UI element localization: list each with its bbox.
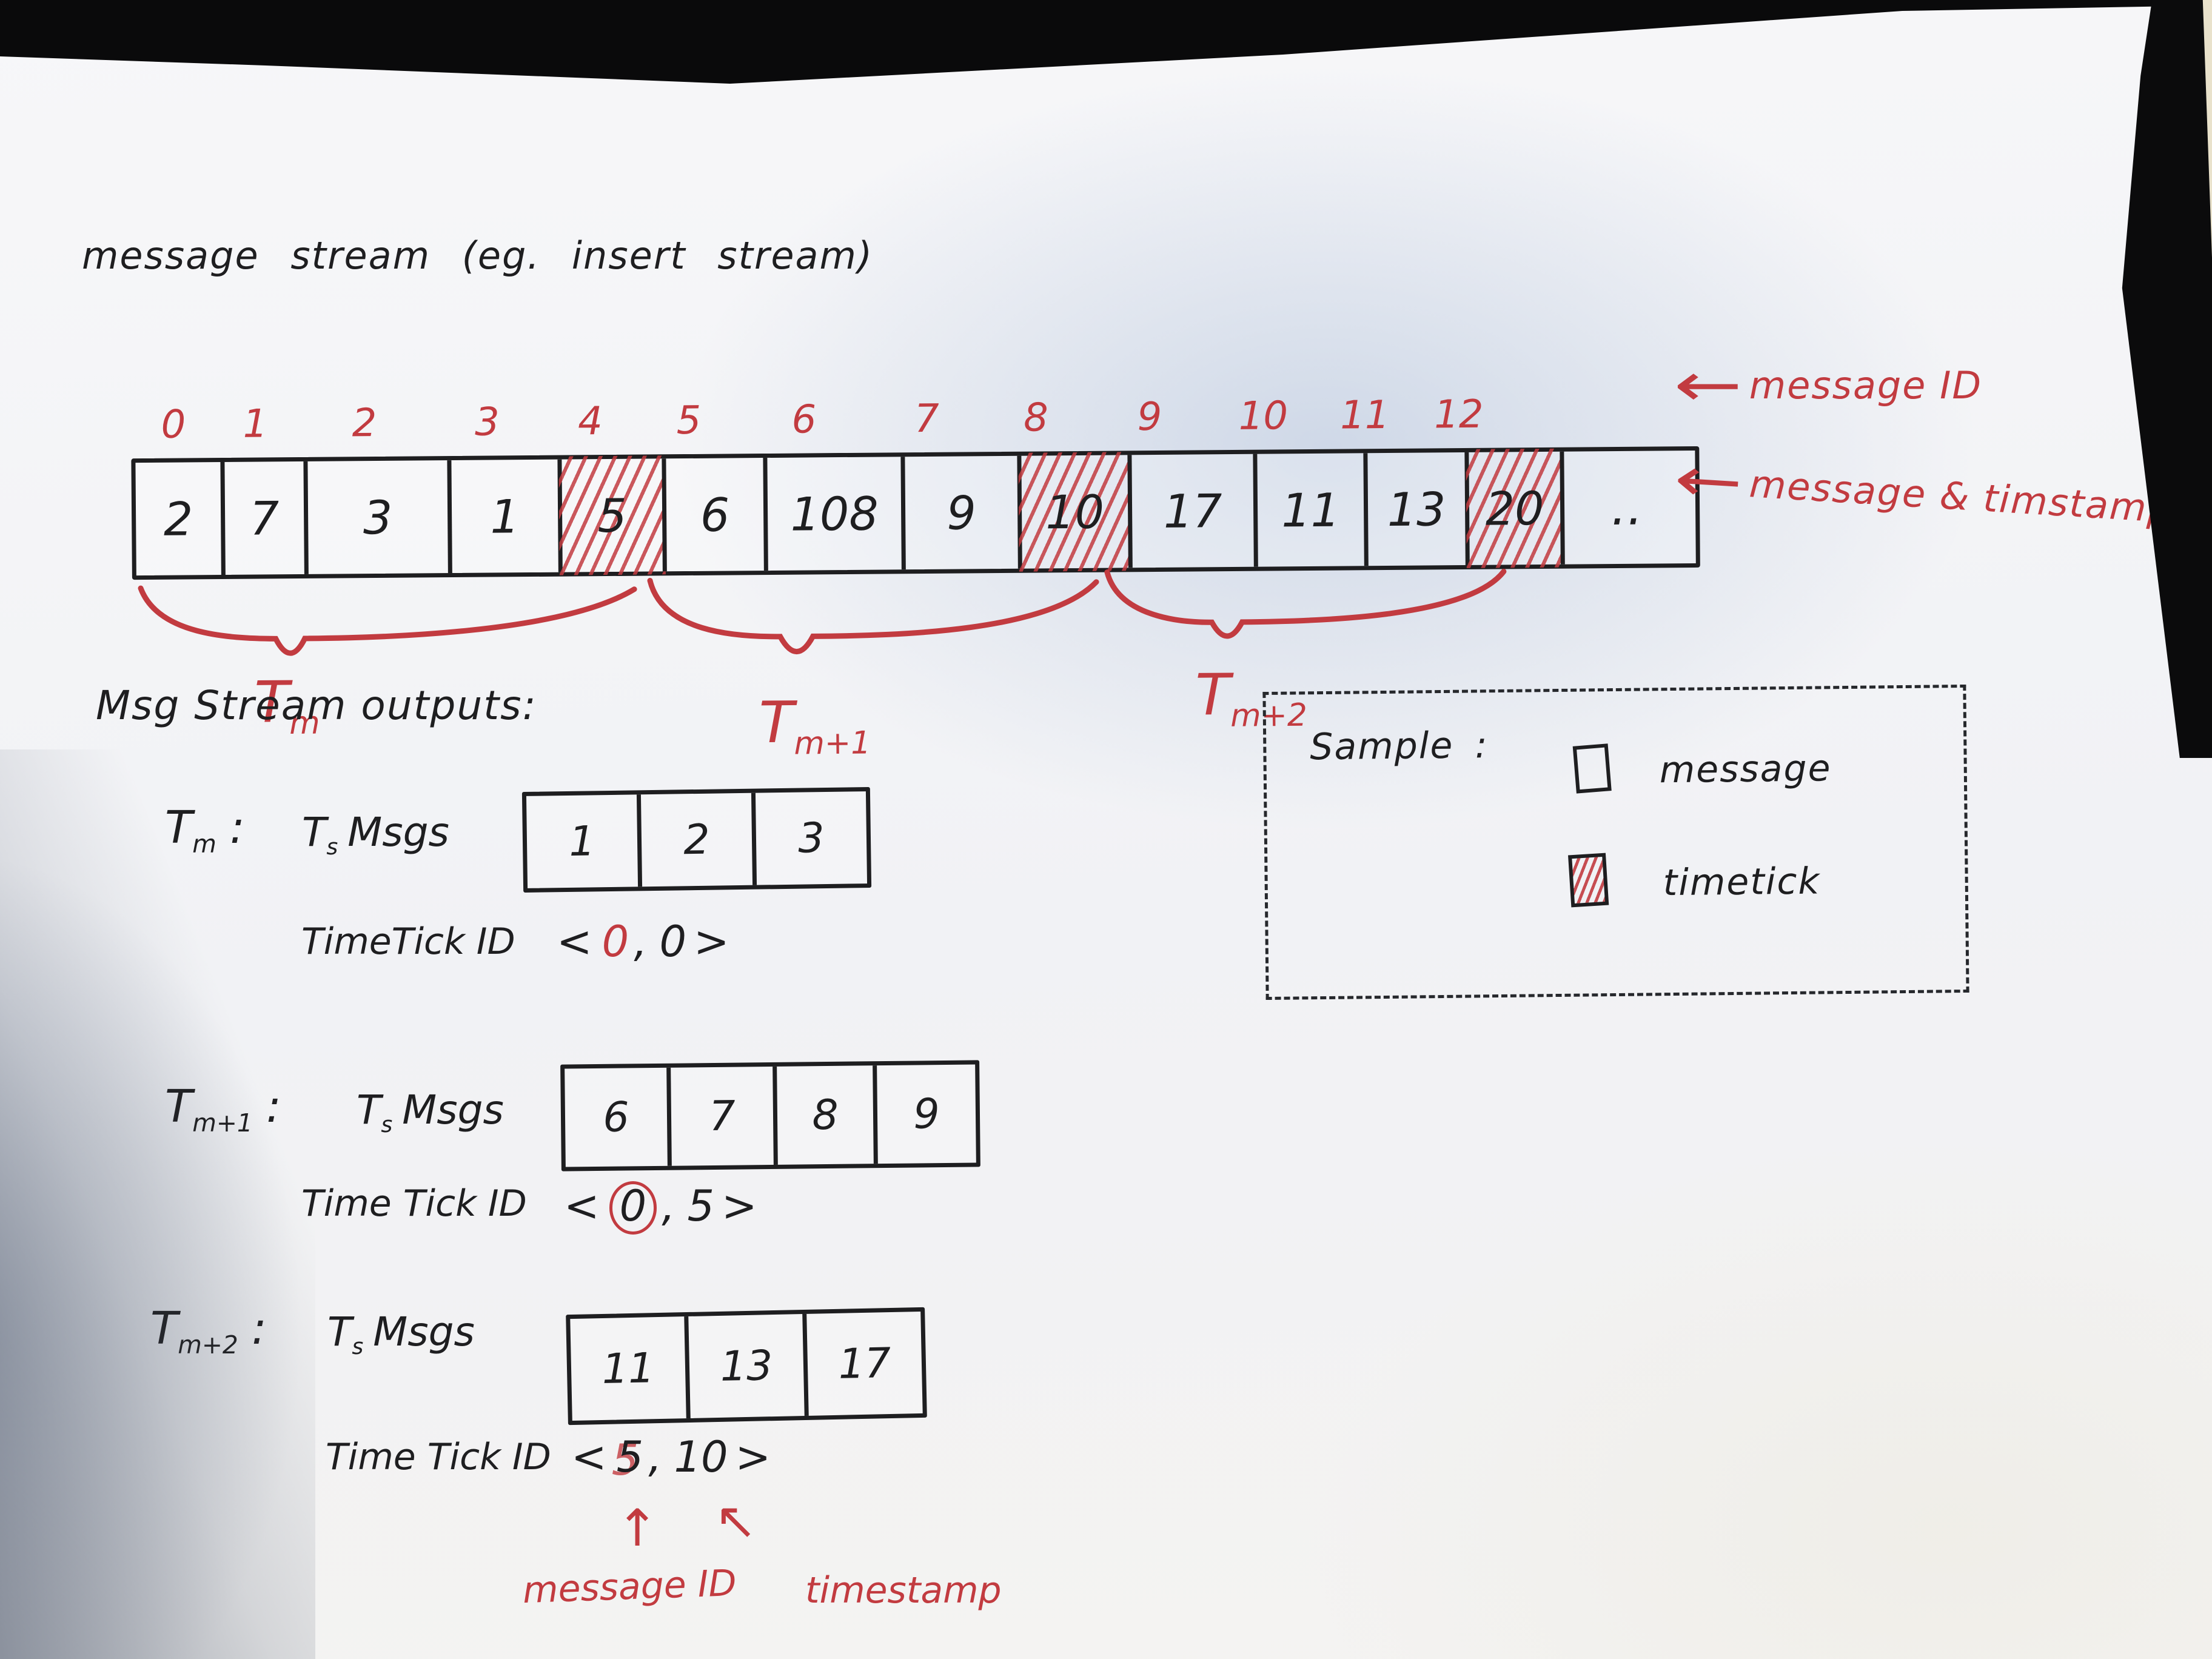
stream-cell-timetick: 5 — [557, 458, 663, 572]
tick-timestamp: 10 — [674, 1432, 728, 1482]
message-id-pointer-label: message ID — [521, 1561, 737, 1612]
outputs-heading: Msg Stream outputs: — [96, 682, 537, 729]
output-cell: 13 — [684, 1314, 805, 1419]
output-row-tm-ticklabel: TimeTick ID — [301, 920, 515, 963]
stream-cell: 3 — [303, 460, 448, 574]
output-cell: 9 — [873, 1064, 976, 1164]
stream-index-label: 9 — [1137, 394, 1162, 440]
stream-index-label: 4 — [577, 399, 603, 444]
stream-cell: 17 — [1127, 454, 1254, 568]
sample-legend: Sample : message timetick — [1262, 684, 1969, 1000]
output-cell: 3 — [751, 791, 868, 885]
message-timestamp-annotation-label: message & timstamp — [1748, 461, 2174, 532]
up-left-arrow-icon: ↖ — [714, 1491, 757, 1550]
stream-cell: 7 — [220, 461, 304, 575]
output-row-tm2-ticklabel: Time Tick ID — [326, 1436, 551, 1478]
stream-index-label: 10 — [1238, 394, 1289, 439]
tick-message-id: 0 — [602, 917, 629, 967]
tick-timestamp: 0 — [659, 917, 687, 967]
stream-index-label: 2 — [352, 401, 377, 446]
output-row-tm1-tickvalue: <0, 5 > — [564, 1181, 757, 1235]
window-brace-tm1 — [647, 578, 1099, 655]
stream-index-label: 0 — [161, 402, 186, 447]
output-row-tm2-tickvalue: <5, 10 > — [571, 1432, 771, 1482]
stream-index-row: 0 1 2 3 4 5 6 7 8 9 10 11 12 — [130, 364, 1504, 451]
timetick-swatch — [1568, 853, 1609, 908]
message-stream-diagram: 0 1 2 3 4 5 6 7 8 9 10 11 12 2 7 3 1 5 6 — [130, 363, 1710, 799]
legend-timetick-label: timetick — [1663, 860, 1821, 905]
stream-cell: 9 — [900, 455, 1018, 570]
message-timestamp-annotation: ← message & timstamp — [1672, 443, 2174, 533]
legend-message-label: message — [1659, 747, 1832, 792]
stream-index-label: 12 — [1433, 392, 1484, 438]
tick-message-id: 0 — [609, 1181, 657, 1235]
stream-cell: 11 — [1253, 453, 1364, 567]
paper-shadow-bottom-left — [0, 749, 315, 1659]
stream-cell-timetick: 20 — [1464, 451, 1561, 565]
message-swatch — [1572, 743, 1612, 794]
stream-cell: 108 — [763, 457, 902, 571]
output-cell: 7 — [666, 1066, 774, 1166]
output-cell: 6 — [602, 1093, 630, 1142]
output-box-tm: 1 2 3 — [521, 787, 872, 893]
window-brace-tm2 — [1104, 568, 1507, 639]
window-brace-tm — [138, 585, 637, 656]
message-stream-row: 2 7 3 1 5 6 108 9 10 17 11 13 20 ‥ — [131, 446, 1700, 580]
stream-cell: 6 — [662, 458, 764, 572]
output-box-tm2: 11 13 17 — [566, 1307, 927, 1426]
stream-cell: 1 — [447, 459, 558, 574]
stream-index-label: 8 — [1023, 395, 1049, 441]
output-cell: 11 — [601, 1344, 655, 1393]
tick-timestamp: 5 — [687, 1181, 715, 1231]
output-row-tm1-ticklabel: Time Tick ID — [301, 1182, 527, 1225]
legend-title: Sample : — [1309, 724, 1489, 769]
output-row-tm1-msgs-label: Ts Msgs — [357, 1087, 504, 1138]
left-arrow-icon: ← — [1674, 349, 1743, 420]
output-box-tm1: 6 7 8 9 — [560, 1060, 980, 1171]
output-row-tm-tickvalue: <0, 0 > — [557, 917, 729, 967]
stream-cell-timetick: 10 — [1017, 455, 1128, 569]
up-arrow-icon: ↑ — [616, 1498, 659, 1558]
stream-index-label: 5 — [676, 398, 702, 444]
output-cell: 2 — [636, 793, 753, 887]
output-cell: 8 — [773, 1065, 874, 1165]
message-id-annotation: ← message ID — [1674, 355, 1983, 415]
timestamp-pointer-label: timestamp — [805, 1569, 1002, 1612]
page-title: message stream (eg. insert stream) — [82, 233, 874, 278]
message-id-annotation-label: message ID — [1749, 363, 1983, 407]
stream-index-label: 3 — [474, 400, 500, 445]
output-cell: 1 — [568, 817, 596, 866]
left-arrow-icon: ← — [1672, 443, 1745, 518]
window-label-tm1: Tm+1 — [759, 689, 871, 762]
stream-index-label: 6 — [791, 397, 817, 443]
output-cell: 17 — [802, 1311, 923, 1416]
tick-message-id: 5 — [616, 1432, 644, 1482]
stream-index-label: 7 — [914, 396, 940, 442]
stream-index-label: 1 — [243, 401, 268, 447]
stream-cell: 13 — [1363, 452, 1466, 566]
stream-index-label: 11 — [1339, 392, 1390, 438]
output-row-tm2-msgs-label: Ts Msgs — [327, 1309, 475, 1360]
stream-cell: 2 — [163, 491, 193, 546]
